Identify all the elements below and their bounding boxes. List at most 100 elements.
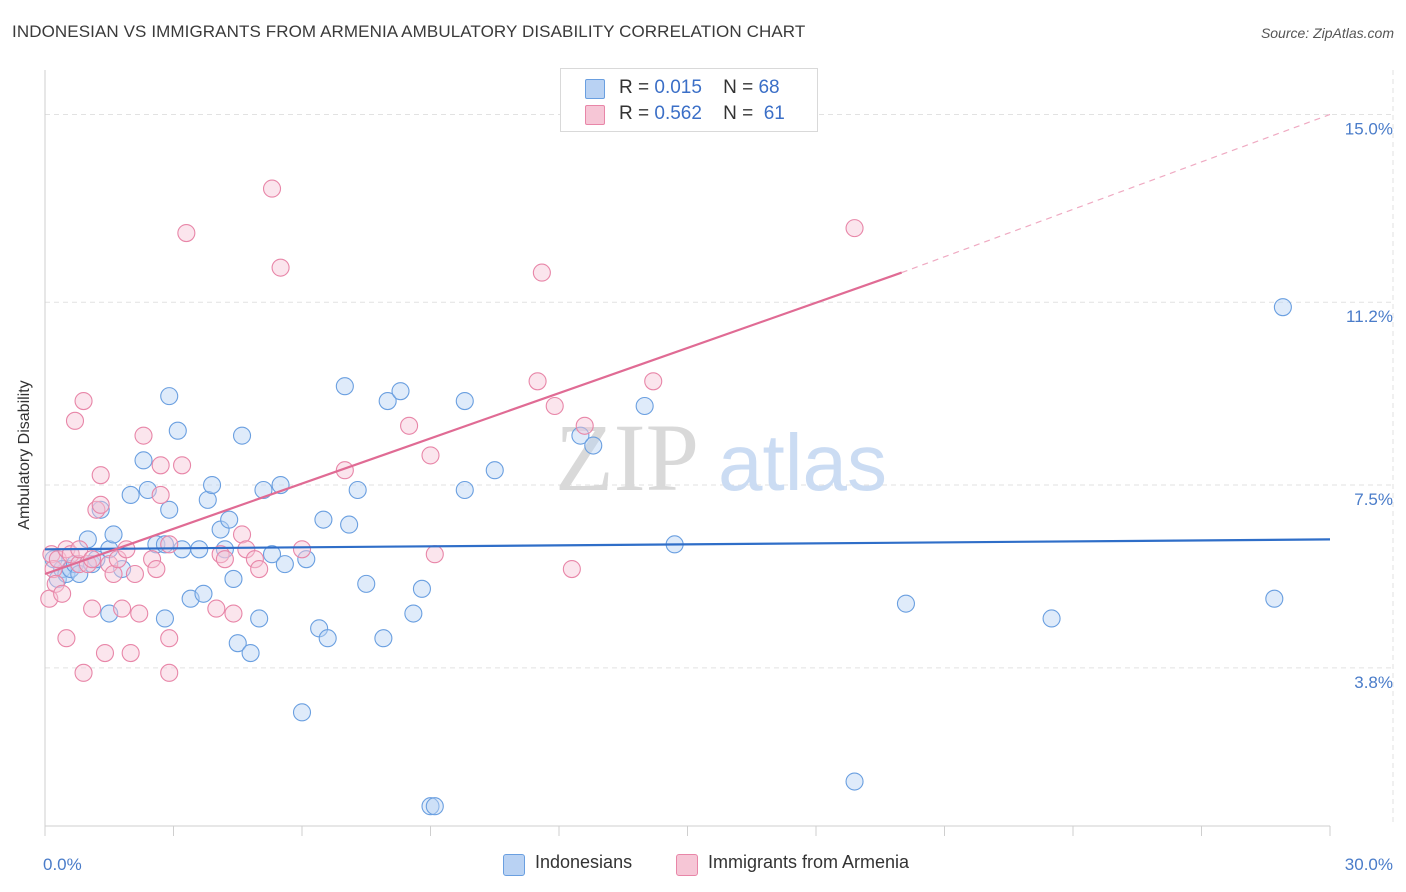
- point-armenia: [65, 411, 85, 430]
- point-indonesians: [1265, 589, 1284, 608]
- point-indonesians: [155, 609, 174, 628]
- bottom-legend-swatch-blue: [503, 854, 525, 876]
- point-armenia: [562, 560, 581, 579]
- point-indonesians: [220, 510, 239, 529]
- point-armenia: [177, 224, 196, 243]
- legend-r-label: R =: [619, 77, 650, 98]
- trend-line-armenia-extension: [901, 113, 1331, 274]
- point-indonesians: [314, 510, 333, 529]
- point-armenia: [421, 446, 440, 465]
- y-tick-label: 7.5%: [1354, 490, 1393, 509]
- point-armenia: [160, 535, 179, 554]
- point-armenia: [545, 396, 564, 416]
- point-armenia: [292, 540, 312, 559]
- point-armenia: [53, 584, 72, 603]
- point-armenia: [173, 456, 192, 475]
- point-armenia: [160, 629, 179, 648]
- point-indonesians: [845, 772, 864, 791]
- point-armenia: [74, 392, 93, 411]
- point-indonesians: [404, 604, 423, 623]
- point-armenia: [232, 525, 252, 544]
- point-indonesians: [104, 525, 123, 544]
- point-indonesians: [412, 579, 431, 598]
- point-armenia: [224, 604, 243, 623]
- point-indonesians: [121, 485, 140, 504]
- x-tick-label: 30.0%: [1345, 855, 1393, 874]
- point-armenia: [151, 456, 170, 475]
- point-armenia: [845, 219, 864, 238]
- x-tick-label: 0.0%: [43, 855, 82, 874]
- point-indonesians: [455, 480, 474, 500]
- point-indonesians: [275, 555, 294, 574]
- legend-n-value: 68: [758, 77, 780, 98]
- series-indonesians-points: [44, 298, 1292, 816]
- point-indonesians: [348, 480, 367, 500]
- point-armenia: [91, 466, 110, 485]
- y-tick-label: 3.8%: [1354, 673, 1393, 692]
- y-tick-label: 11.2%: [1346, 307, 1393, 326]
- point-indonesians: [224, 569, 243, 588]
- point-armenia: [250, 560, 269, 579]
- point-indonesians: [635, 396, 654, 416]
- bottom-legend-swatch-pink: [676, 854, 698, 876]
- point-indonesians: [292, 703, 312, 722]
- point-indonesians: [160, 500, 179, 519]
- point-indonesians: [1273, 298, 1292, 317]
- point-indonesians: [134, 451, 153, 470]
- point-armenia: [532, 263, 551, 282]
- point-armenia: [104, 564, 123, 584]
- chart-title: INDONESIAN VS IMMIGRANTS FROM ARMENIA AM…: [12, 22, 806, 41]
- point-armenia: [644, 372, 663, 391]
- point-indonesians: [228, 634, 247, 653]
- point-armenia: [271, 258, 290, 277]
- point-armenia: [91, 495, 110, 514]
- point-indonesians: [374, 629, 393, 648]
- point-indonesians: [485, 461, 504, 480]
- point-armenia: [575, 416, 594, 435]
- point-indonesians: [198, 490, 217, 509]
- legend-r-label: R =: [619, 103, 650, 124]
- legend-swatch-blue: [585, 79, 605, 99]
- legend-r-value: 0.562: [654, 103, 702, 124]
- point-armenia: [100, 555, 119, 574]
- legend-n-label: N =: [723, 103, 754, 124]
- point-armenia: [95, 644, 115, 663]
- point-indonesians: [194, 584, 213, 603]
- point-armenia: [147, 560, 166, 579]
- watermark-zip: ZIP: [555, 404, 699, 511]
- point-indonesians: [241, 644, 260, 663]
- point-indonesians: [378, 392, 397, 411]
- bottom-legend-label: Indonesians: [535, 852, 633, 872]
- point-indonesians: [340, 515, 359, 534]
- point-armenia: [130, 604, 149, 623]
- point-indonesians: [160, 387, 179, 406]
- point-indonesians: [190, 540, 209, 559]
- point-indonesians: [1042, 609, 1061, 628]
- tick-labels: 3.8% 7.5% 11.2% 15.0% 0.0% 30.0%: [43, 119, 1393, 874]
- point-armenia: [245, 550, 264, 569]
- point-indonesians: [571, 426, 590, 445]
- point-indonesians: [391, 382, 410, 401]
- point-indonesians: [584, 436, 603, 455]
- point-armenia: [151, 485, 170, 504]
- point-armenia: [121, 644, 140, 663]
- point-armenia: [113, 599, 132, 618]
- point-indonesians: [232, 426, 252, 445]
- point-armenia: [207, 599, 226, 618]
- point-indonesians: [250, 609, 269, 628]
- point-armenia: [160, 663, 179, 682]
- point-indonesians: [896, 594, 916, 613]
- legend-n-label: N =: [723, 77, 754, 98]
- point-indonesians: [357, 574, 376, 593]
- axes: [44, 70, 1331, 836]
- point-armenia: [143, 550, 162, 569]
- point-armenia: [400, 416, 419, 435]
- watermark: ZIP atlas: [555, 404, 887, 511]
- source-credit: Source: ZipAtlas.com: [1260, 25, 1394, 41]
- bottom-legend-label: Immigrants from Armenia: [708, 852, 910, 872]
- trend-line-indonesians: [44, 538, 1331, 551]
- point-indonesians: [297, 550, 316, 569]
- point-indonesians: [421, 797, 440, 816]
- y-tick-label: 15.0%: [1345, 119, 1393, 138]
